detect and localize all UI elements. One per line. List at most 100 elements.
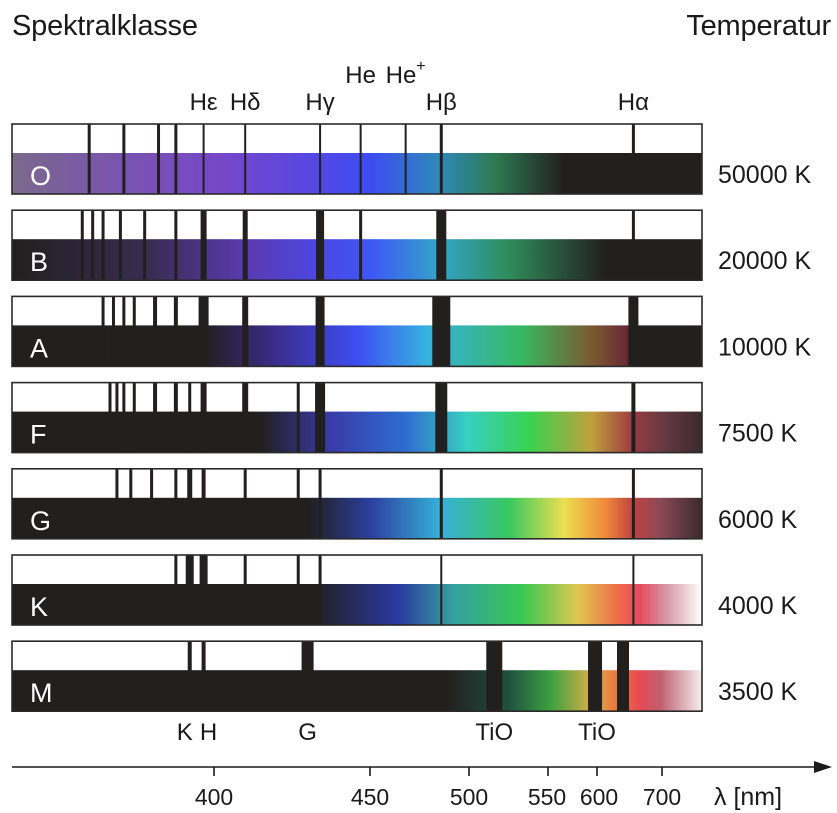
absorption-line (173, 382, 178, 453)
axis-tick-label: 450 (351, 784, 389, 810)
absorption-line (631, 124, 635, 194)
ion-charge-superscript: + (416, 58, 425, 75)
absorption-line (188, 382, 192, 453)
absorption-line (359, 210, 363, 281)
band-outline (11, 209, 703, 281)
spectrum-strip (12, 584, 702, 625)
line-label: Hγ (305, 89, 334, 116)
spectrum-strip (12, 239, 702, 281)
absorption-line (80, 210, 84, 281)
absorption-line (318, 555, 322, 625)
axis-tick-label: 500 (450, 784, 488, 810)
absorption-line (108, 382, 112, 453)
spectral-class-A: A 10000 K (11, 295, 811, 368)
absorption-line (202, 124, 205, 194)
absorption-line (150, 468, 154, 539)
class-letter: O (30, 161, 51, 191)
spectrum-strip (12, 411, 702, 453)
class-letter: A (30, 333, 48, 363)
spectral-class-G: G 6000 K (11, 467, 798, 540)
temperature-label: 6000 K (718, 506, 798, 534)
absorption-line (436, 210, 447, 281)
class-letter: G (30, 506, 51, 536)
spectrum-strip (12, 325, 702, 367)
absorption-line (242, 210, 248, 281)
feature-label: K (177, 719, 193, 746)
absorption-line (404, 124, 407, 194)
absorption-line (185, 555, 194, 625)
axis-tick-label: 400 (195, 784, 233, 810)
absorption-strip (12, 124, 702, 153)
absorption-line (242, 296, 249, 367)
absorption-line (432, 296, 451, 367)
spectral-class-F: F 7500 K (11, 381, 798, 454)
absorption-line (153, 296, 158, 367)
temperature-label: 7500 K (718, 420, 798, 448)
class-letter: M (30, 678, 53, 708)
absorption-line (439, 124, 443, 194)
spectrum-strip (12, 670, 702, 712)
spectral-class-K: K 4000 K (11, 554, 798, 626)
absorption-line (174, 555, 178, 625)
band-outline (11, 554, 703, 626)
absorption-strip (12, 296, 702, 326)
absorption-line (318, 468, 322, 539)
absorption-line (243, 555, 247, 625)
line-label: Hδ (230, 89, 261, 116)
absorption-line (359, 124, 362, 194)
absorption-line (296, 382, 300, 453)
absorption-line (122, 124, 126, 194)
absorption-line (115, 382, 119, 453)
temperature-label: 20000 K (718, 247, 811, 275)
absorption-line (631, 468, 635, 539)
absorption-line (174, 124, 178, 194)
absorption-line (122, 296, 126, 367)
absorption-line (129, 468, 133, 539)
header-temperature: Temperatur (686, 10, 831, 42)
absorption-line (296, 555, 300, 625)
absorption-line (199, 555, 208, 625)
absorption-strip (12, 468, 702, 498)
absorption-line (440, 555, 443, 625)
class-letter: F (30, 420, 47, 450)
absorption-line (243, 468, 247, 539)
absorption-line (118, 210, 122, 281)
temperature-label: 10000 K (718, 333, 811, 361)
line-label: He (345, 62, 376, 89)
absorption-line (439, 468, 443, 539)
absorption-line (301, 641, 314, 712)
feature-label: TiO (475, 719, 513, 746)
line-label: Hβ (426, 89, 457, 116)
absorption-line (174, 210, 178, 281)
absorption-line (201, 468, 206, 539)
spectral-class-O: O 50000 K (11, 123, 811, 195)
absorption-line (187, 641, 192, 712)
feature-label: G (298, 719, 317, 746)
spectrum-strip (12, 153, 702, 194)
line-label: Hα (618, 89, 649, 116)
absorption-line (631, 210, 635, 281)
absorption-line (132, 296, 136, 367)
band-outline (11, 467, 703, 540)
class-letter: B (30, 247, 48, 277)
absorption-line (200, 210, 207, 281)
temperature-label: 4000 K (718, 592, 798, 620)
line-label: He+ (386, 58, 426, 89)
absorption-line (628, 296, 639, 367)
feature-label: H (200, 719, 217, 746)
feature-label: TiO (578, 719, 616, 746)
spectral-class-M: M 3500 K (11, 640, 798, 713)
absorption-line (111, 296, 115, 367)
spectral-class-B: B 20000 K (11, 209, 811, 281)
absorption-line (173, 296, 178, 367)
absorption-line (101, 210, 105, 281)
absorption-line (87, 124, 91, 194)
absorption-line (588, 641, 603, 712)
band-outline (11, 640, 703, 713)
axis-tick-label: 550 (528, 784, 566, 810)
absorption-line (122, 382, 126, 453)
axis-label: λ [nm] (714, 783, 782, 811)
axis-tick-label: 600 (580, 784, 618, 810)
header-spectral-class: Spektralklasse (12, 10, 198, 42)
